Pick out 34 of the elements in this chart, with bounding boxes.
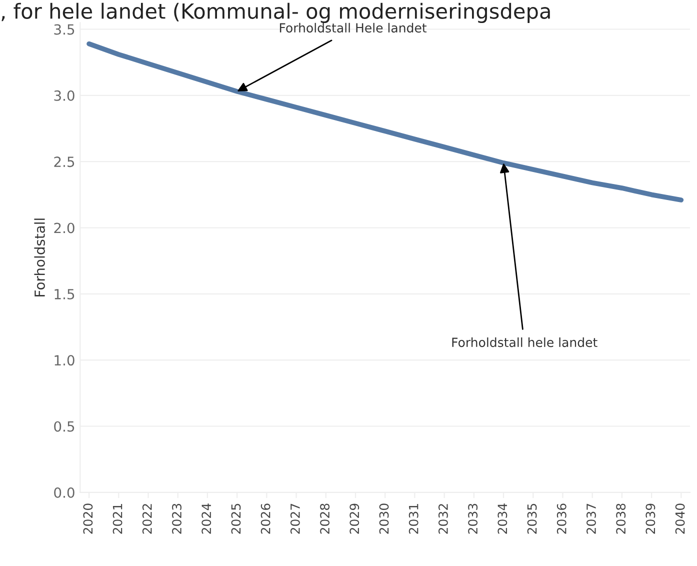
x-tick-label: 2021 <box>112 504 122 534</box>
y-tick-label: 2.0 <box>54 222 74 234</box>
x-tick-label: 2025 <box>231 504 241 534</box>
x-tick-label: 2030 <box>379 504 389 534</box>
x-tick-label: 2022 <box>142 504 152 534</box>
y-tick-label: 2.5 <box>54 156 74 168</box>
x-tick-label: 2028 <box>320 504 330 534</box>
y-tick-label: 1.0 <box>54 355 74 366</box>
x-tick-label: 2020 <box>83 504 93 534</box>
annotation: Forholdstall Hele landet <box>280 22 427 33</box>
x-tick-label: 2038 <box>616 504 626 534</box>
x-tick-label: 2024 <box>202 504 212 534</box>
x-tick-label: 2037 <box>586 504 596 534</box>
x-tick-label: 2039 <box>646 504 656 534</box>
x-tick-label: 2036 <box>556 504 566 534</box>
x-tick-label: 2029 <box>350 504 360 534</box>
x-tick-label: 2026 <box>260 504 270 534</box>
line-series <box>86 41 684 202</box>
y-tick-label: 0.5 <box>54 421 74 432</box>
y-axis-title: Forholdstall <box>34 218 45 296</box>
x-tick-label: 2027 <box>290 504 300 534</box>
x-tick-label: 2032 <box>438 504 448 534</box>
y-tick-label: 3.5 <box>54 24 74 35</box>
y-tick-label: 0.0 <box>54 487 74 498</box>
chart-title: , for hele landet (Kommunal- og moderniseringsdepa <box>2 2 550 23</box>
x-tick-label: 2031 <box>408 504 418 534</box>
x-tick-label: 2023 <box>172 504 182 534</box>
annotation: Forholdstall hele landet <box>452 337 598 348</box>
y-tick-label: 1.5 <box>54 289 74 300</box>
y-tick-label: 3.0 <box>54 90 74 101</box>
x-tick-label: 2035 <box>527 504 537 534</box>
x-tick-label: 2040 <box>675 504 685 534</box>
x-tick-label: 2034 <box>498 504 508 534</box>
x-tick-label: 2033 <box>468 504 478 534</box>
